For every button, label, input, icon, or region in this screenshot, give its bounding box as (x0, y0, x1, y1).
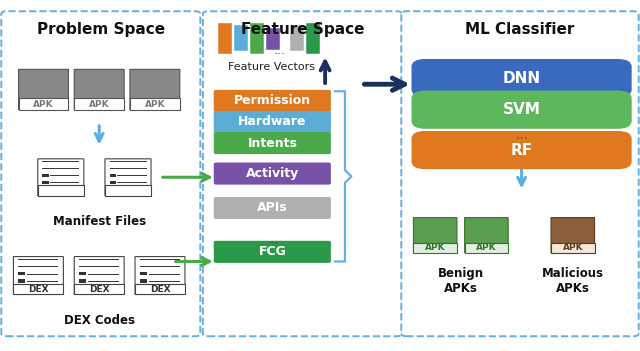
FancyBboxPatch shape (214, 241, 331, 263)
FancyBboxPatch shape (74, 284, 124, 294)
Text: ...: ... (274, 44, 285, 58)
Text: DNN: DNN (502, 71, 541, 86)
FancyBboxPatch shape (19, 272, 26, 276)
Polygon shape (135, 257, 185, 294)
FancyBboxPatch shape (109, 173, 116, 177)
Polygon shape (113, 289, 124, 294)
FancyBboxPatch shape (412, 131, 632, 169)
FancyBboxPatch shape (401, 11, 639, 336)
Polygon shape (169, 104, 180, 110)
FancyBboxPatch shape (413, 243, 457, 253)
Polygon shape (13, 257, 63, 294)
FancyBboxPatch shape (214, 197, 331, 219)
FancyBboxPatch shape (214, 132, 331, 154)
Polygon shape (465, 218, 508, 253)
Text: ...: ... (266, 161, 278, 175)
Polygon shape (113, 104, 124, 110)
Text: Benign
APKs: Benign APKs (438, 267, 484, 295)
Polygon shape (141, 190, 151, 196)
FancyBboxPatch shape (19, 279, 26, 283)
Text: Activity: Activity (246, 167, 299, 180)
Polygon shape (585, 247, 595, 253)
Text: APK: APK (33, 100, 54, 108)
Polygon shape (74, 190, 84, 196)
Text: Problem Space: Problem Space (36, 22, 165, 37)
Polygon shape (19, 69, 68, 110)
Text: ...: ... (515, 128, 528, 142)
FancyBboxPatch shape (19, 98, 68, 110)
FancyBboxPatch shape (130, 98, 180, 110)
FancyBboxPatch shape (74, 98, 124, 110)
Text: APK: APK (563, 243, 583, 252)
Polygon shape (174, 289, 185, 294)
Text: Hardware: Hardware (238, 115, 307, 128)
FancyBboxPatch shape (38, 185, 84, 196)
Text: FCG: FCG (259, 245, 286, 258)
Text: APK: APK (425, 243, 445, 252)
Polygon shape (130, 69, 180, 110)
FancyBboxPatch shape (551, 243, 595, 253)
FancyBboxPatch shape (250, 23, 264, 54)
Polygon shape (74, 69, 124, 110)
Polygon shape (551, 218, 595, 253)
FancyBboxPatch shape (218, 23, 232, 54)
FancyBboxPatch shape (214, 90, 331, 112)
FancyBboxPatch shape (214, 111, 331, 133)
Text: SVM: SVM (502, 102, 541, 117)
Polygon shape (105, 159, 151, 196)
Text: Permission: Permission (234, 94, 311, 107)
Polygon shape (447, 247, 457, 253)
FancyBboxPatch shape (412, 59, 632, 97)
FancyBboxPatch shape (290, 25, 304, 51)
Polygon shape (413, 218, 457, 253)
FancyBboxPatch shape (465, 243, 508, 253)
Text: ML Classifier: ML Classifier (465, 22, 575, 37)
Text: APK: APK (476, 243, 497, 252)
FancyBboxPatch shape (135, 284, 185, 294)
Text: Intents: Intents (248, 137, 297, 150)
Text: DEX: DEX (150, 285, 170, 294)
Polygon shape (58, 104, 68, 110)
Text: APIs: APIs (257, 201, 287, 214)
Text: DEX: DEX (89, 285, 109, 294)
FancyBboxPatch shape (79, 272, 86, 276)
FancyBboxPatch shape (105, 185, 151, 196)
Polygon shape (74, 257, 124, 294)
FancyBboxPatch shape (42, 173, 49, 177)
FancyBboxPatch shape (140, 272, 147, 276)
Text: APK: APK (145, 100, 165, 108)
Polygon shape (52, 289, 63, 294)
FancyBboxPatch shape (140, 279, 147, 283)
FancyBboxPatch shape (412, 91, 632, 129)
FancyBboxPatch shape (306, 23, 320, 54)
Polygon shape (499, 247, 508, 253)
FancyBboxPatch shape (13, 284, 63, 294)
Text: Malicious
APKs: Malicious APKs (542, 267, 604, 295)
FancyBboxPatch shape (79, 279, 86, 283)
Text: ...: ... (266, 233, 278, 246)
Polygon shape (38, 159, 84, 196)
FancyBboxPatch shape (109, 181, 116, 184)
FancyBboxPatch shape (214, 163, 331, 185)
Text: RF: RF (511, 143, 532, 158)
Text: DEX Codes: DEX Codes (64, 313, 134, 327)
FancyBboxPatch shape (42, 181, 49, 184)
FancyBboxPatch shape (266, 28, 280, 50)
FancyBboxPatch shape (1, 11, 200, 336)
Text: APK: APK (89, 100, 109, 108)
FancyBboxPatch shape (203, 11, 402, 336)
Text: DEX: DEX (28, 285, 49, 294)
Text: Feature Vectors: Feature Vectors (228, 62, 316, 72)
FancyBboxPatch shape (234, 25, 248, 51)
Text: Feature Space: Feature Space (241, 22, 364, 37)
Text: Manifest Files: Manifest Files (52, 214, 146, 228)
